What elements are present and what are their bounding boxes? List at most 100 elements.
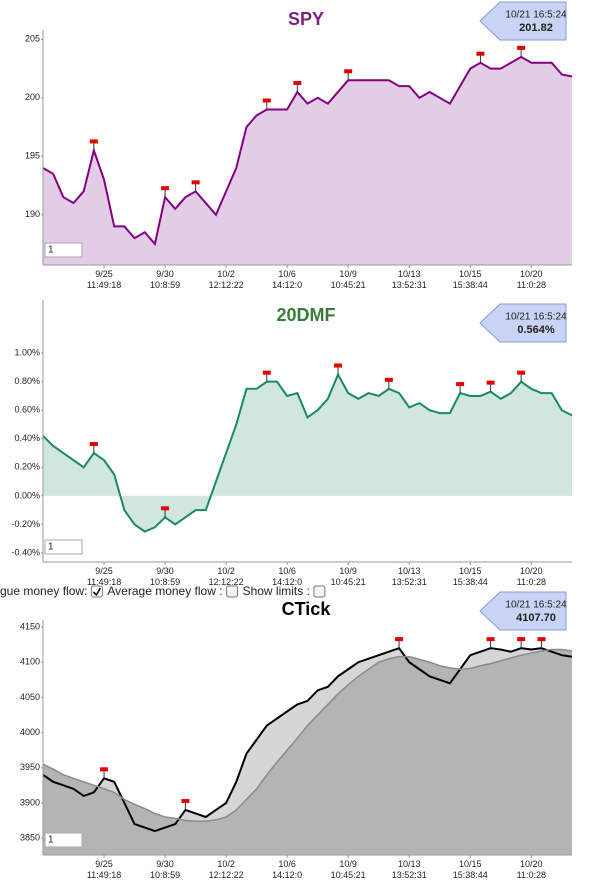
- x-tick-label: 10/2 12:12:22: [209, 269, 244, 290]
- callout: [479, 591, 567, 631]
- x-tick-label-line: 10/13: [398, 269, 421, 279]
- x-tick-label-line: 14:12:0: [272, 870, 302, 880]
- x-tick-label-line: 9/30: [156, 566, 174, 576]
- flag: [476, 51, 485, 56]
- flag: [100, 767, 109, 772]
- flag: [395, 637, 404, 642]
- flag: [262, 98, 271, 103]
- x-tick-label-line: 13:52:31: [392, 870, 427, 880]
- y-tick-label: 0.80%: [14, 376, 40, 386]
- x-tick-label: 9/25 11:49:18: [87, 859, 121, 880]
- x-tick-label-line: 11:49:18: [87, 280, 121, 290]
- x-tick-label-line: 13:52:31: [392, 280, 427, 290]
- x-tick-label: 10/20 11:0:28: [517, 859, 546, 880]
- x-tick-label-line: 10:8:59: [150, 280, 180, 290]
- x-tick-label-line: 10/20: [520, 269, 543, 279]
- x-tick-label-line: 11:0:28: [517, 280, 546, 290]
- x-tick-label: 10/9 10:45:21: [331, 566, 366, 587]
- y-tick-label: 4000: [20, 727, 40, 737]
- x-tick-label-line: 10/13: [398, 566, 421, 576]
- range-input-value: 1: [48, 542, 54, 553]
- area: [43, 56, 572, 265]
- x-tick-label-line: 10/6: [278, 859, 296, 869]
- y-tick-label: 0.40%: [14, 433, 40, 443]
- y-tick-label: -0.20%: [11, 519, 40, 529]
- x-tick-label: 9/30 10:8:59: [150, 566, 180, 587]
- x-tick-label-line: 12:12:22: [209, 577, 244, 587]
- y-tick-label: 4050: [20, 692, 40, 702]
- x-tick-label-line: 10/20: [520, 566, 543, 576]
- callout: [479, 303, 567, 343]
- flag: [517, 45, 526, 50]
- x-tick-label: 10/15 15:38:44: [453, 269, 488, 290]
- x-tick-label: 9/30 10:8:59: [150, 269, 180, 290]
- x-tick-label-line: 9/30: [156, 859, 174, 869]
- x-tick-label-line: 10/6: [278, 566, 296, 576]
- x-tick-label: 10/20 11:0:28: [517, 566, 546, 587]
- y-tick-label: 0.00%: [14, 490, 40, 500]
- x-tick-label-line: 9/25: [95, 859, 113, 869]
- x-tick-label-line: 15:38:44: [453, 577, 488, 587]
- y-tick-label: 4100: [20, 657, 40, 667]
- line: [42, 55, 573, 247]
- x-tick-label-line: 10/15: [459, 269, 482, 279]
- x-tick-label-line: 9/30: [156, 269, 174, 279]
- y-tick-label: 1.00%: [14, 347, 40, 357]
- x-tick-label: 9/25 11:49:18: [87, 566, 121, 587]
- flag: [181, 798, 190, 803]
- x-tick-label-line: 10/13: [398, 859, 421, 869]
- x-tick-label: 10/13 13:52:31: [392, 566, 427, 587]
- checkbox[interactable]: [313, 585, 326, 598]
- flag: [89, 442, 98, 447]
- flag: [517, 370, 526, 375]
- x-tick-label: 10/6 14:12:0: [272, 859, 302, 880]
- x-tick-label-line: 9/25: [95, 566, 113, 576]
- chart-title: CTick: [282, 599, 332, 619]
- x-tick-label-line: 10/20: [520, 859, 543, 869]
- y-tick-label: 3850: [20, 832, 40, 842]
- range-input: [44, 242, 83, 258]
- x-tick-label: 10/15 15:38:44: [453, 859, 488, 880]
- x-tick-label: 9/30 10:8:59: [150, 859, 180, 880]
- y-tick-label: -0.40%: [11, 547, 40, 557]
- flag: [191, 180, 200, 185]
- control-label: Average money flow :: [107, 584, 222, 598]
- x-tick-label: 10/9 10:45:21: [331, 859, 366, 880]
- flag: [293, 80, 302, 85]
- control-label: Show limits :: [243, 584, 310, 598]
- x-tick-label-line: 14:12:0: [272, 280, 302, 290]
- x-tick-label-line: 10/2: [217, 566, 235, 576]
- x-tick-label-line: 15:38:44: [453, 280, 488, 290]
- x-tick-label-line: 10/15: [459, 566, 482, 576]
- x-tick-label-line: 10:45:21: [331, 577, 366, 587]
- y-tick-label: 200: [25, 92, 40, 102]
- x-tick-label-line: 9/25: [95, 269, 113, 279]
- range-input: [44, 832, 83, 848]
- x-tick-label-line: 10:45:21: [331, 870, 366, 880]
- area: [43, 649, 572, 855]
- x-tick-label-line: 13:52:31: [392, 577, 427, 587]
- x-tick-label-line: 11:0:28: [517, 577, 546, 587]
- flag: [334, 363, 343, 368]
- flag: [89, 139, 98, 144]
- flag: [486, 637, 495, 642]
- x-tick-label-line: 10/2: [217, 859, 235, 869]
- x-tick-label-line: 10/9: [339, 566, 357, 576]
- checkbox[interactable]: [226, 585, 239, 598]
- x-tick-label: 10/15 15:38:44: [453, 566, 488, 587]
- y-tick-label: 205: [25, 34, 40, 44]
- x-tick-label-line: 10/15: [459, 859, 482, 869]
- x-tick-label-line: 10/6: [278, 269, 296, 279]
- flag: [384, 377, 393, 382]
- y-tick-label: 190: [25, 209, 40, 219]
- line: [42, 646, 573, 833]
- callout-value: 4107.70: [516, 612, 556, 624]
- flag: [456, 382, 465, 387]
- flag: [161, 186, 170, 191]
- x-tick-label-line: 12:12:22: [209, 870, 244, 880]
- x-tick-label-line: 10:8:59: [150, 577, 180, 587]
- flag: [262, 370, 271, 375]
- flag: [344, 69, 353, 74]
